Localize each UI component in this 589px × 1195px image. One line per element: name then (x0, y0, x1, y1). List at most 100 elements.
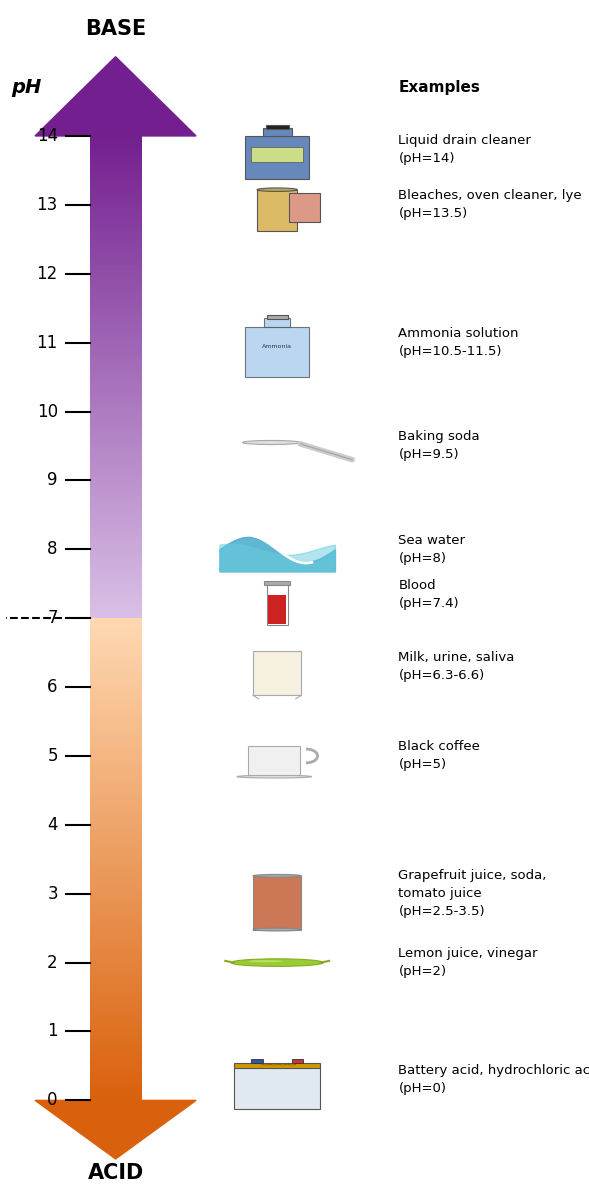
Bar (90, 650, 141, 654)
Bar (90, 750, 141, 753)
Text: 8: 8 (47, 540, 58, 558)
Text: 4: 4 (47, 816, 58, 834)
Bar (90, 660, 141, 663)
Bar (90, 897, 141, 901)
Bar (90, 1046, 141, 1049)
Bar (90, 370, 141, 374)
Bar (90, 747, 141, 750)
Bar (90, 1052, 141, 1055)
Bar (90, 834, 141, 836)
Bar (90, 937, 141, 939)
Bar (90, 422, 141, 425)
Bar (90, 905, 141, 907)
Bar (90, 850, 141, 853)
Bar (90, 972, 141, 975)
Bar (90, 1004, 141, 1007)
Bar (90, 374, 141, 378)
Bar (234, 1064, 320, 1068)
Bar (90, 445, 141, 448)
Bar (90, 709, 141, 711)
Text: 3: 3 (47, 884, 58, 902)
Polygon shape (35, 1101, 196, 1159)
Bar (90, 612, 141, 615)
Bar (90, 695, 141, 699)
Bar (267, 315, 287, 319)
Bar (90, 252, 141, 255)
Bar (90, 1087, 141, 1091)
Bar (90, 859, 141, 863)
Bar (251, 1059, 263, 1064)
Bar (90, 361, 141, 364)
Bar (90, 891, 141, 895)
Bar (90, 139, 141, 142)
Bar (90, 159, 141, 161)
Bar (90, 979, 141, 981)
Bar (90, 515, 141, 519)
Bar (257, 190, 297, 231)
Bar (90, 669, 141, 673)
Bar (90, 958, 141, 962)
Bar (90, 785, 141, 789)
Bar (90, 431, 141, 435)
Text: Black coffee
(pH=5): Black coffee (pH=5) (398, 741, 480, 772)
Text: BASE: BASE (85, 19, 146, 39)
Bar (90, 574, 141, 576)
Bar (90, 998, 141, 1000)
Bar (90, 872, 141, 876)
Bar (90, 627, 141, 631)
Bar (90, 348, 141, 351)
Bar (90, 1068, 141, 1072)
Bar (90, 538, 141, 541)
Bar (90, 814, 141, 817)
Bar (90, 486, 141, 490)
Bar (90, 924, 141, 927)
Bar (90, 580, 141, 583)
Bar (90, 583, 141, 586)
Bar (90, 779, 141, 782)
Text: pH: pH (12, 78, 42, 97)
Bar (90, 586, 141, 589)
Bar (90, 171, 141, 174)
Bar (90, 513, 141, 515)
Bar (90, 966, 141, 969)
Bar (90, 878, 141, 882)
Bar (90, 522, 141, 525)
Bar (264, 318, 290, 327)
Bar (90, 367, 141, 370)
Bar (90, 451, 141, 454)
Text: 1: 1 (47, 1023, 58, 1041)
Polygon shape (35, 56, 196, 136)
Ellipse shape (243, 441, 300, 445)
Bar (90, 1032, 141, 1036)
Bar (90, 364, 141, 367)
Bar (90, 988, 141, 991)
Bar (90, 332, 141, 336)
Bar (90, 525, 141, 528)
Bar (90, 1074, 141, 1078)
Bar (90, 425, 141, 429)
Bar (90, 460, 141, 464)
Bar (90, 1021, 141, 1023)
Bar (90, 1078, 141, 1081)
Bar (90, 808, 141, 811)
Text: 14: 14 (37, 127, 58, 145)
Bar (90, 528, 141, 532)
Bar (90, 1084, 141, 1087)
Bar (90, 274, 141, 277)
Bar (90, 448, 141, 451)
Bar (90, 178, 141, 180)
Bar (90, 802, 141, 804)
Bar (90, 258, 141, 262)
Bar (90, 201, 141, 203)
Bar (90, 602, 141, 606)
Bar (90, 1059, 141, 1062)
Bar (90, 595, 141, 599)
Text: Grapefruit juice, soda,
tomato juice
(pH=2.5-3.5): Grapefruit juice, soda, tomato juice (pH… (398, 869, 547, 918)
Bar (90, 492, 141, 496)
Bar (90, 920, 141, 924)
Bar (90, 869, 141, 872)
Bar (90, 1040, 141, 1042)
Bar (90, 737, 141, 741)
Bar (90, 621, 141, 625)
Bar (90, 615, 141, 618)
